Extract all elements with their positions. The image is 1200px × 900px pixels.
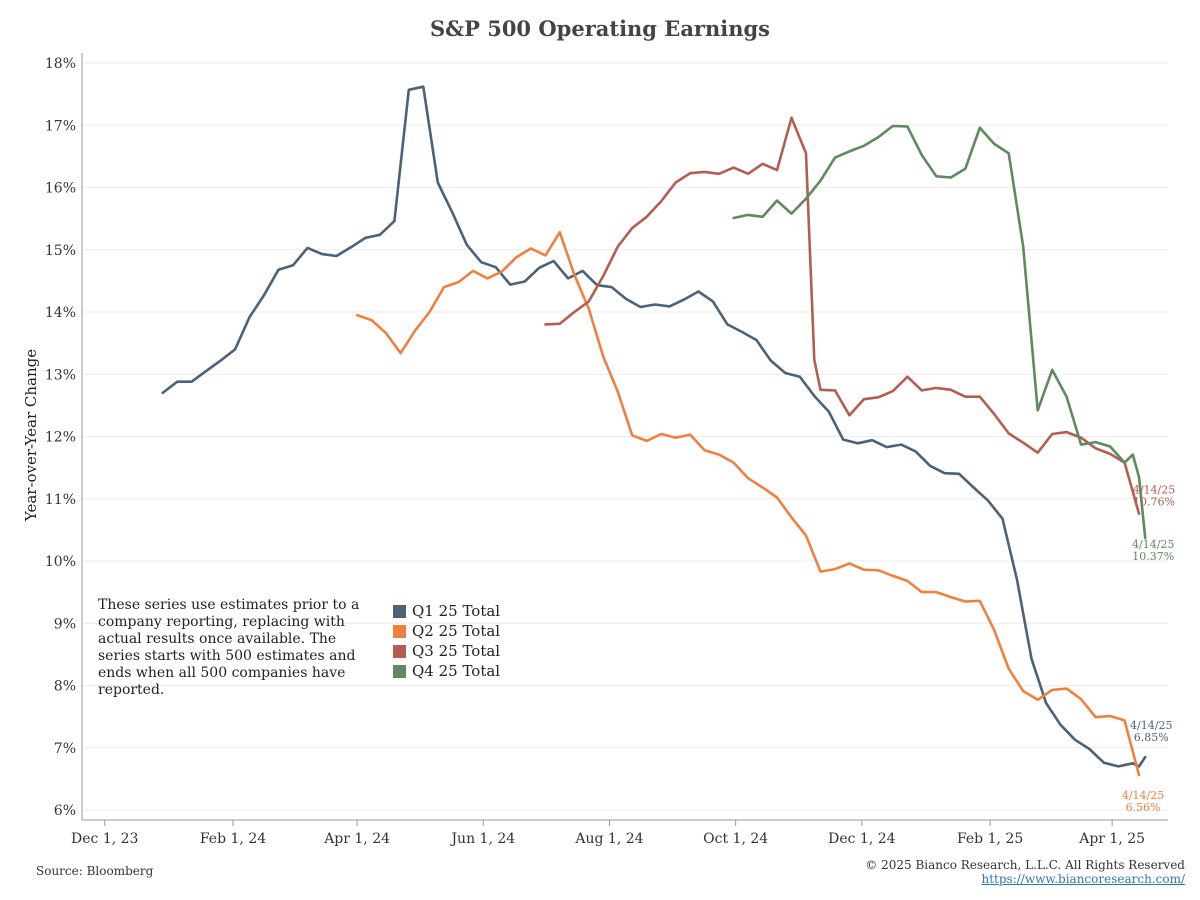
legend-item-q3: Q3 25 Total [393,641,500,661]
end-value-label: 6.56% [1126,801,1161,814]
x-tick-label: Apr 1, 25 [1078,831,1145,847]
chart-title: S&P 500 Operating Earnings [429,16,771,41]
legend-label: Q4 25 Total [412,662,501,680]
y-tick-label: 18% [45,56,76,72]
end-value-label: 10.76% [1133,496,1175,509]
gridlines [82,62,1168,811]
end-labels: 4/14/256.85%4/14/256.56%4/14/2510.76%4/1… [1122,484,1175,814]
y-tick-label: 14% [45,305,76,321]
legend-swatch [393,604,406,618]
x-tick-label: Apr 1, 24 [323,831,390,847]
y-tick-labels: 6% 7% 8% 9% 10% 11% 12% 13% 14% 15% 16% 17% 18% [45,56,76,819]
legend-label: Q2 25 Total [412,622,501,640]
end-date-label: 4/14/25 [1132,538,1174,551]
series-line-2 [355,231,1141,777]
y-tick-label: 8% [54,679,76,695]
series-line-3 [544,116,1141,516]
legend-label: Q3 25 Total [412,642,501,660]
y-tick-label: 6% [54,803,76,819]
end-date-label: 4/14/25 [1133,484,1175,497]
end-date-label: 4/14/25 [1122,789,1164,802]
x-tick-label: Dec 1, 23 [71,831,138,847]
chart-note: These series use estimates prior to a co… [98,597,360,698]
x-tick-label: Aug 1, 24 [574,831,643,847]
end-date-label: 4/14/25 [1130,719,1172,732]
y-tick-label: 9% [54,616,76,632]
y-tick-label: 10% [45,554,76,570]
legend: Q1 25 Total Q2 25 Total Q3 25 Total Q4 2… [393,601,500,681]
legend-label: Q1 25 Total [412,602,501,620]
x-tick-label: Dec 1, 24 [828,831,896,847]
copyright-text: © 2025 Bianco Research, L.L.C. All Right… [865,858,1185,872]
y-tick-label: 16% [45,181,76,197]
y-tick-label: 15% [45,243,76,259]
legend-item-q4: Q4 25 Total [393,661,500,681]
series-line-4 [732,124,1147,540]
legend-swatch [393,644,406,658]
source-text: Source: Bloomberg [36,864,154,878]
series-lines [161,85,1147,777]
x-tick-label: Oct 1, 24 [703,831,768,847]
x-tick-label: Feb 1, 24 [200,831,266,847]
y-tick-label: 17% [45,118,76,134]
series-line-1 [161,85,1147,768]
x-tick-label: Feb 1, 25 [957,831,1023,847]
y-tick-label: 13% [45,367,76,383]
website-link[interactable]: https://www.biancoresearch.com/ [981,872,1185,886]
legend-swatch [393,664,406,678]
y-axis-label: Year-over-Year Change [22,348,40,522]
legend-item-q2: Q2 25 Total [393,621,500,641]
y-tick-label: 11% [45,492,76,508]
legend-swatch [393,624,406,638]
axes [81,53,1168,826]
y-tick-label: 12% [45,430,76,446]
x-tick-labels: Dec 1, 23 Feb 1, 24 Apr 1, 24 Jun 1, 24 Aug … [71,831,1145,847]
legend-item-q1: Q1 25 Total [393,601,500,621]
y-tick-label: 7% [54,741,76,757]
end-value-label: 6.85% [1134,731,1169,744]
end-value-label: 10.37% [1132,550,1174,563]
x-tick-label: Jun 1, 24 [449,831,515,847]
